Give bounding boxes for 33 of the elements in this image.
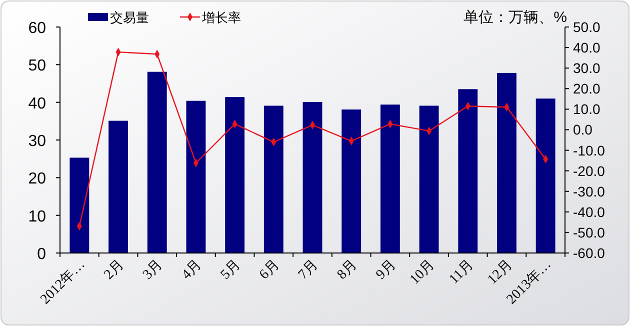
y-tick-label: 60	[28, 20, 46, 37]
y2-tick-label: 10.0	[573, 101, 600, 118]
x-tick-label: 4月	[179, 257, 205, 283]
y2-tick-label: 50.0	[573, 19, 600, 35]
y-tick-label: 30	[28, 133, 46, 150]
y2-tick-label: -50.0	[573, 224, 606, 240]
y2-tick-label: 30.0	[573, 60, 600, 76]
y-tick-label: 20	[28, 170, 46, 188]
y2-tick-label: 40.0	[573, 40, 600, 56]
x-tick-label: 6月	[257, 257, 282, 283]
x-tick-label: 8月	[334, 257, 360, 283]
y-tick-label: 0	[37, 246, 46, 263]
y2-tick-label: -10.0	[573, 142, 606, 158]
legend-label: 增长率	[201, 10, 241, 25]
x-tick-label: 3月	[140, 257, 166, 283]
y2-tick-label: -60.0	[573, 245, 606, 261]
y-tick-label: 50	[28, 58, 46, 75]
x-tick-label: 10月	[407, 257, 438, 288]
y-tick-label: 40	[28, 95, 46, 112]
y2-tick-label: -40.0	[573, 204, 606, 220]
x-tick-label: 11月	[446, 257, 477, 288]
x-tick-label: 5月	[218, 257, 244, 283]
x-tick-label: 12月	[485, 257, 516, 288]
y2-tick-label: 0.0	[573, 122, 593, 138]
y2-tick-label: -30.0	[573, 183, 606, 200]
y2-tick-label: -20.0	[573, 162, 606, 179]
y2-tick-label: 20.0	[573, 80, 600, 97]
x-tick-label: 7月	[296, 257, 322, 283]
x-tick-label: 2月	[102, 257, 128, 283]
legend-label: 交易量	[110, 10, 149, 25]
text: 单位：万辆、%	[464, 9, 567, 26]
y-tick-label: 10	[28, 208, 46, 226]
x-tick-label: 9月	[374, 257, 400, 283]
